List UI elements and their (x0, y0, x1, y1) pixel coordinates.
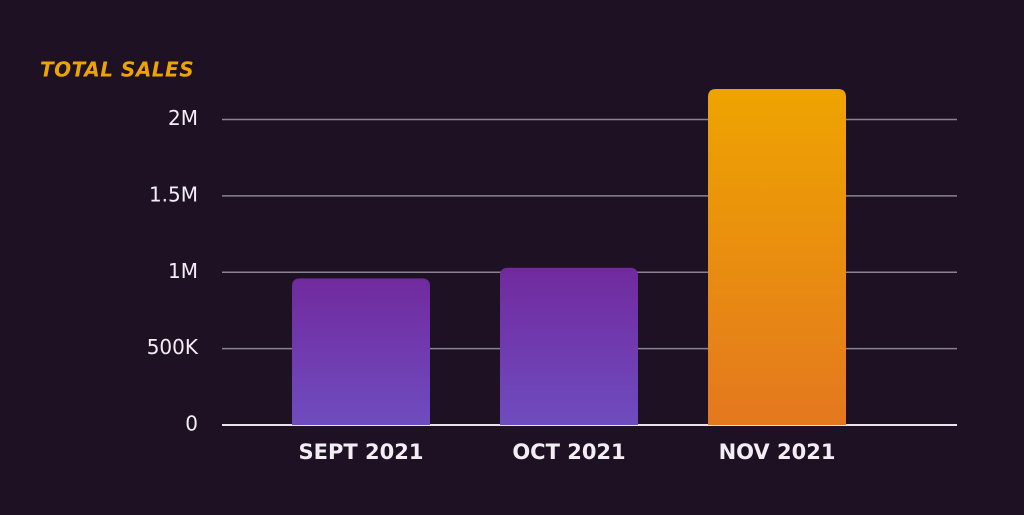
y-tick-label: 0 (185, 412, 198, 436)
x-tick-label: NOV 2021 (719, 440, 836, 464)
x-tick-label: OCT 2021 (512, 440, 625, 464)
x-tick-label: SEPT 2021 (299, 440, 424, 464)
chart-title: TOTAL SALES (40, 58, 194, 82)
y-tick-label: 1M (168, 259, 198, 283)
bar (500, 267, 638, 425)
y-tick-label: 1.5M (149, 182, 198, 206)
bar (292, 278, 430, 425)
bar (708, 89, 846, 425)
y-tick-label: 500K (147, 335, 199, 359)
y-tick-label: 2M (168, 106, 198, 130)
